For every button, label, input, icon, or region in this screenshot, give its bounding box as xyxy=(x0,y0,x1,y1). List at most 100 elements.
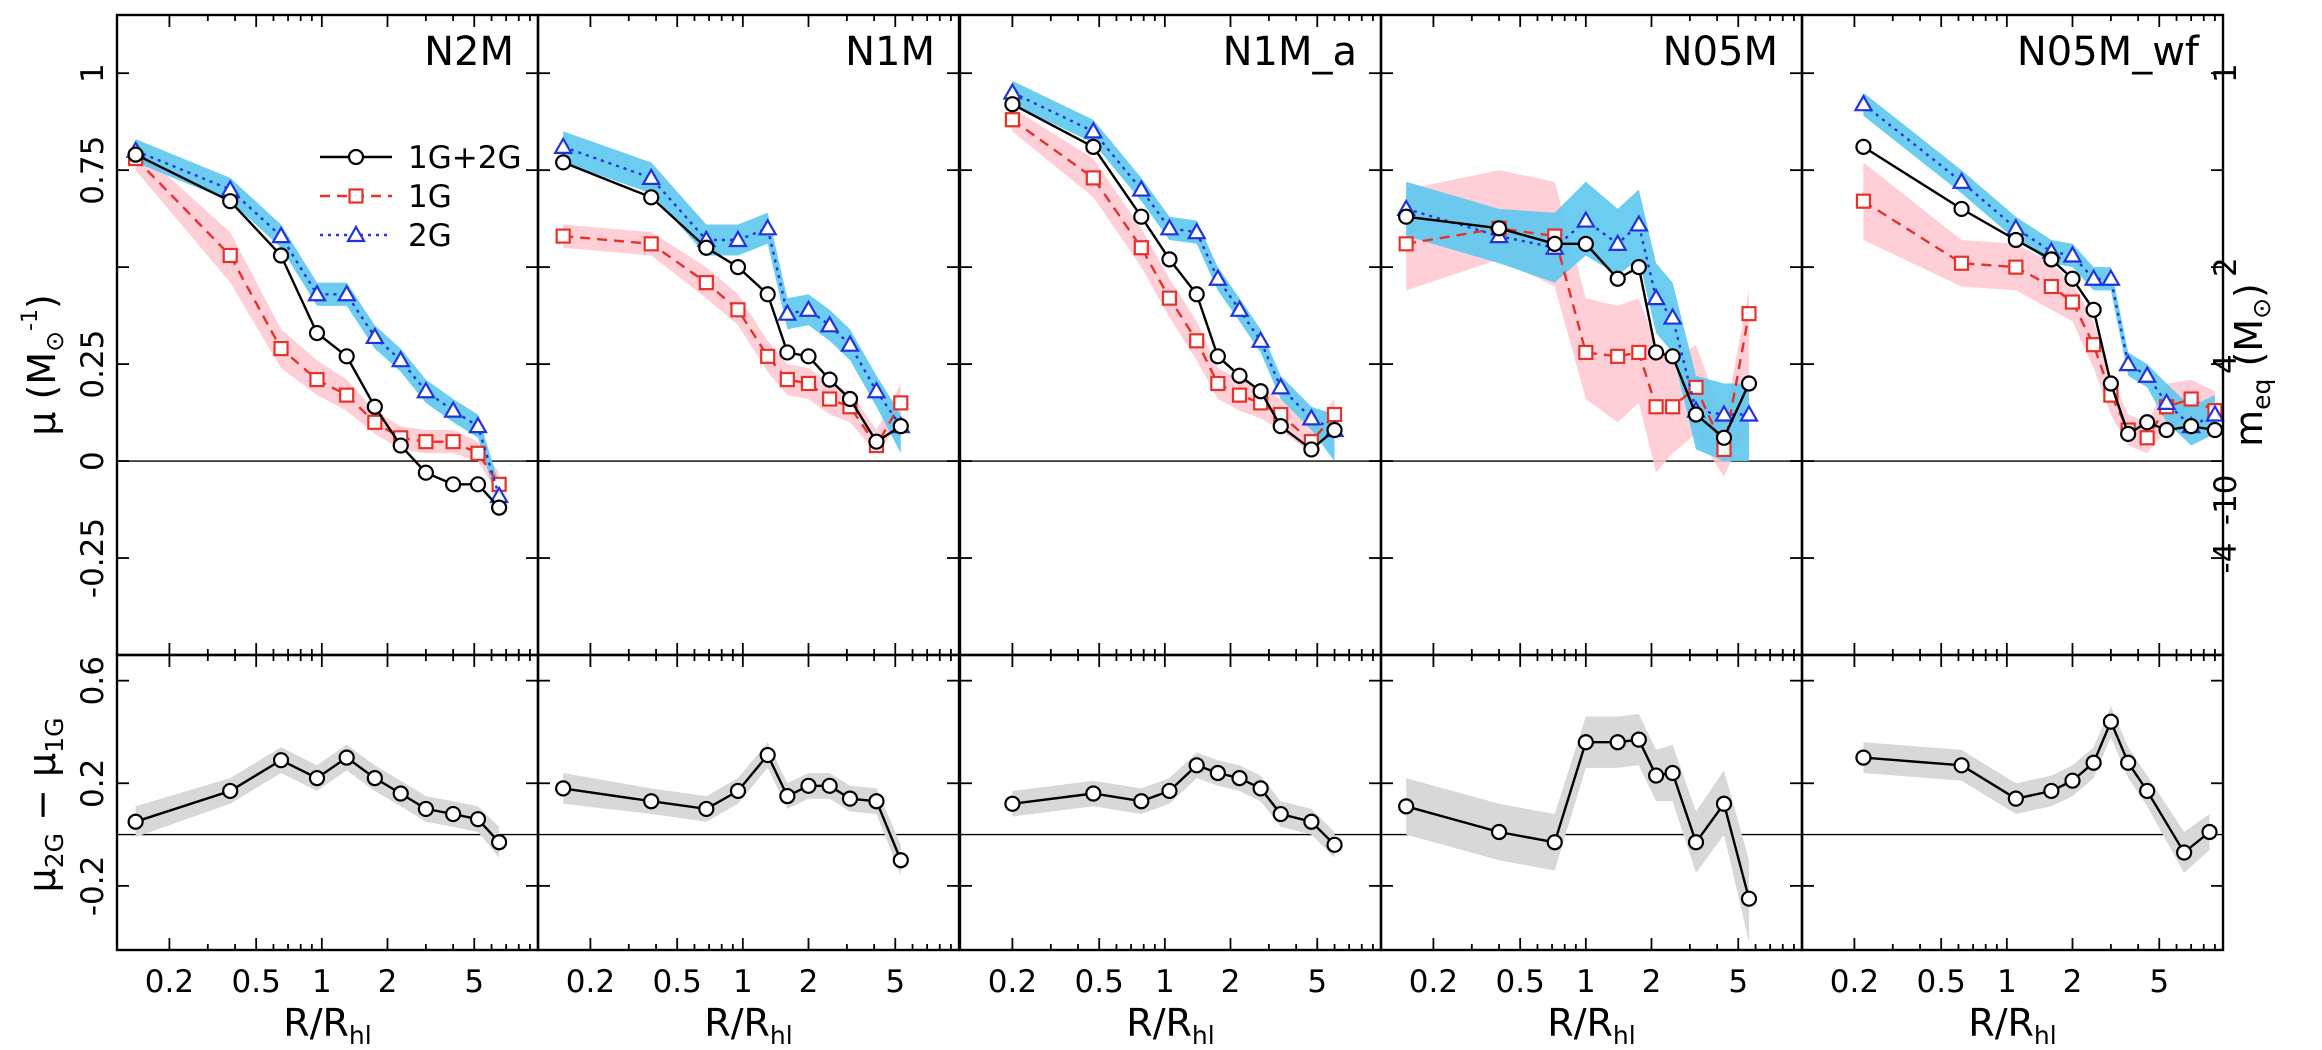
x-tick-label: 1 xyxy=(1997,964,2017,1000)
all-series-point xyxy=(868,433,885,450)
g2-series-point xyxy=(866,381,887,399)
diff-series-point xyxy=(1231,770,1248,787)
g2-series-point xyxy=(1250,330,1271,348)
x-tick-label: 0.2 xyxy=(1409,964,1458,1000)
g2-series-point xyxy=(1186,221,1207,240)
all-series-point xyxy=(555,154,572,171)
diff-series-point xyxy=(491,834,508,851)
diff-series-point xyxy=(1687,834,1705,851)
g2-series-point xyxy=(1575,210,1596,228)
panel-title: N1M xyxy=(845,29,935,75)
legend-marker xyxy=(348,188,364,204)
panel-title: N2M xyxy=(424,29,514,75)
g1-series-point xyxy=(555,228,571,244)
diff-series-point xyxy=(1609,734,1626,751)
g1-series-point xyxy=(418,434,434,450)
g1-series-point xyxy=(1631,344,1647,361)
diff-series-point xyxy=(1161,782,1178,800)
diff-series-point xyxy=(2139,782,2156,800)
x-tick-label: 1 xyxy=(1576,964,1596,1000)
x-tick-label: 5 xyxy=(464,964,484,1000)
right-tick-label: 2 xyxy=(2208,257,2244,277)
g2-series-point xyxy=(1714,404,1734,422)
g2-series-point xyxy=(1607,233,1628,251)
all-series-point xyxy=(469,476,487,493)
diff-series-point xyxy=(366,770,383,787)
diff-series-point xyxy=(2102,713,2119,730)
x-tick-label: 5 xyxy=(2149,964,2169,1000)
diff-series-point xyxy=(2085,754,2102,771)
g2-series-point xyxy=(1662,307,1683,325)
g2-series-point xyxy=(390,349,411,368)
g1-series-point xyxy=(1189,333,1205,349)
g2-series-point xyxy=(1159,218,1180,236)
all-series-point xyxy=(272,247,290,264)
g1-series-point xyxy=(730,302,746,318)
all-series-point xyxy=(1085,138,1102,155)
g2-series-point xyxy=(1131,179,1152,197)
g1-series-point xyxy=(1578,344,1594,361)
diff-series-point xyxy=(555,780,572,797)
g1-series-point xyxy=(1398,236,1414,252)
y-tick-label-top: 0.75 xyxy=(75,136,111,205)
diff-series-point xyxy=(821,777,838,794)
legend-label: 2G xyxy=(408,218,452,254)
all-series-point xyxy=(2085,301,2102,318)
g2-series-point xyxy=(1951,171,1972,189)
diff-series-point xyxy=(892,852,909,869)
diff-band xyxy=(563,742,901,876)
g1-series-point xyxy=(1210,375,1226,392)
g1-series-point xyxy=(1953,255,1970,271)
legend-marker xyxy=(346,224,366,243)
g1-series-point xyxy=(698,275,714,291)
diff-series-point xyxy=(127,813,144,830)
panel-title: N1M_a xyxy=(1223,29,1357,75)
diff-series-point xyxy=(417,800,434,818)
diff-series-point xyxy=(2120,754,2137,771)
all-series-point xyxy=(1715,429,1733,446)
diff-series-point xyxy=(1577,734,1594,751)
all-series-point xyxy=(729,259,747,276)
g2-band xyxy=(1012,80,1335,462)
g1-series-point xyxy=(1855,193,1872,209)
g1-series-point xyxy=(470,445,486,461)
diff-series-point xyxy=(1252,780,1269,797)
diff-series-point xyxy=(469,811,487,828)
all-series-point xyxy=(1664,348,1681,365)
all-series-point xyxy=(2120,425,2137,443)
diff-band xyxy=(1012,752,1335,858)
x-tick-label: 0.5 xyxy=(1496,964,1545,1000)
y-tick-label-top: 1 xyxy=(75,63,111,83)
diff-series-point xyxy=(1715,795,1733,812)
g1-series-point xyxy=(800,375,817,392)
g2-series-point xyxy=(757,218,778,236)
all-series-point xyxy=(1004,96,1021,113)
all-series-point xyxy=(2064,270,2081,287)
g1-series-point xyxy=(1688,379,1704,395)
g2-series-point xyxy=(2118,353,2139,372)
diff-series-point xyxy=(729,782,747,800)
g2-series-point xyxy=(1301,408,1322,426)
top-ylabel: μ (M⊙-1) xyxy=(18,294,69,436)
g1-series-point xyxy=(893,395,909,411)
all-series-point xyxy=(127,146,144,163)
all-series-point xyxy=(1740,375,1758,392)
all-series-point xyxy=(841,390,859,408)
g1-band xyxy=(563,224,901,454)
g2-series-line xyxy=(562,145,902,427)
right-tick-label: -10 xyxy=(2208,474,2244,525)
all-series-point xyxy=(1326,421,1343,439)
all-series-point xyxy=(1546,235,1563,252)
g1-series-point xyxy=(1665,399,1681,415)
diff-series-point xyxy=(643,793,660,810)
g1-series-line xyxy=(1862,200,2216,440)
y-tick-label-bottom: -0.2 xyxy=(75,856,111,917)
all-series-point xyxy=(392,437,409,454)
y-tick-label-top: -0.25 xyxy=(75,518,111,598)
all-series-point xyxy=(2158,421,2175,439)
g2-series-point xyxy=(443,400,464,418)
g2-series-point xyxy=(1853,93,1874,112)
g1-series-point xyxy=(779,372,795,388)
x-tick-label: 2 xyxy=(1221,964,1241,1000)
